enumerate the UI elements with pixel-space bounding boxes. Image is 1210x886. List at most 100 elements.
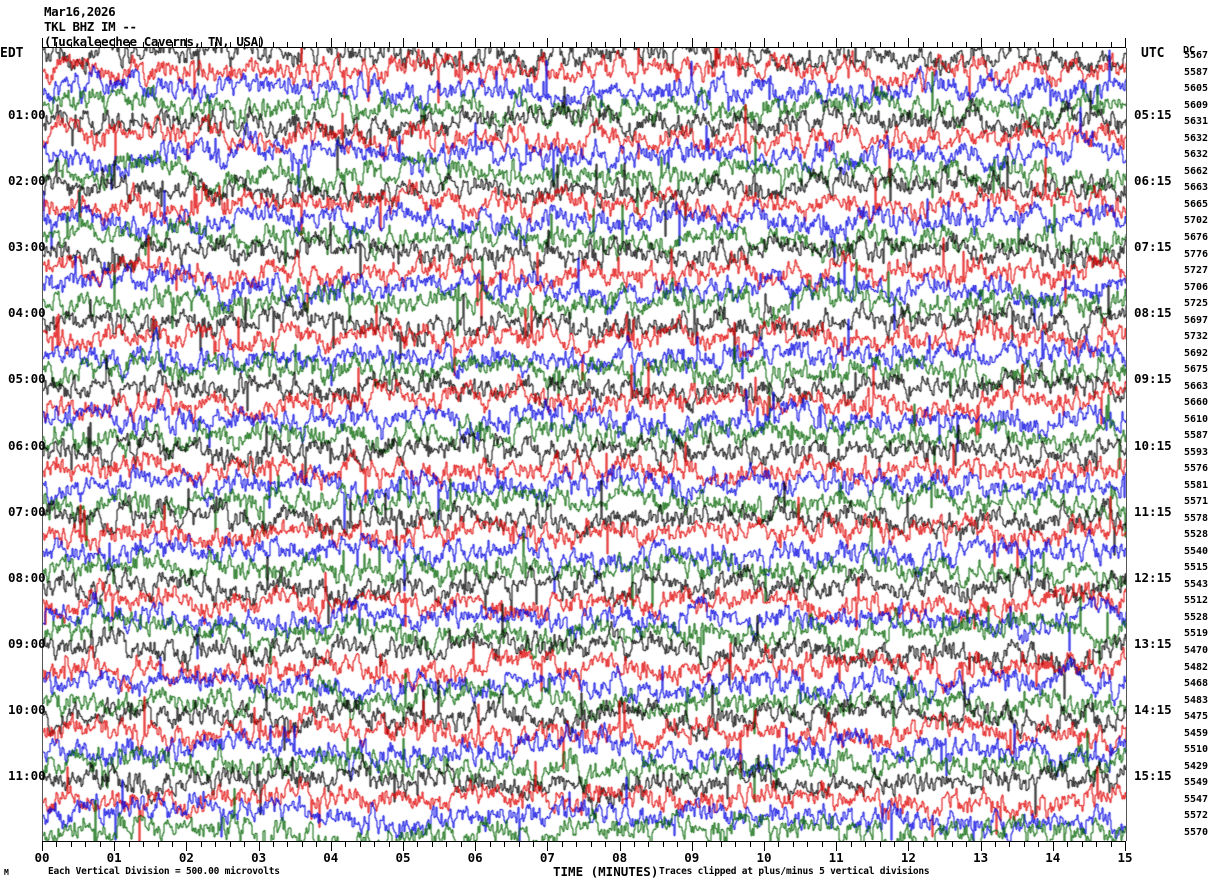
dc-value: 5776 bbox=[1184, 248, 1209, 260]
right-time-label-10-15: 10:15 bbox=[1134, 437, 1172, 453]
axis-tick bbox=[692, 38, 693, 47]
axis-tick bbox=[764, 38, 765, 47]
dc-value: 5675 bbox=[1184, 364, 1209, 376]
header-date: Mar16,2026 bbox=[44, 4, 116, 19]
header-site: (Tuckaleechee Caverns, TN, USA) bbox=[44, 34, 265, 49]
dc-value: 5429 bbox=[1184, 760, 1209, 772]
axis-tick bbox=[822, 842, 823, 847]
header-channel: TKL BHZ IM -- bbox=[44, 19, 137, 34]
axis-tick bbox=[432, 42, 433, 47]
dc-value: 5475 bbox=[1184, 711, 1209, 723]
x-tick-label-15: 15 bbox=[1117, 850, 1133, 865]
axis-tick bbox=[721, 42, 722, 47]
right-time-label-14-15: 14:15 bbox=[1134, 701, 1172, 717]
axis-tick bbox=[677, 42, 678, 47]
dc-value: 5470 bbox=[1184, 645, 1209, 656]
axis-tick bbox=[360, 42, 361, 47]
axis-tick bbox=[995, 842, 996, 847]
axis-tick bbox=[403, 38, 404, 47]
axis-tick bbox=[100, 42, 101, 47]
axis-tick bbox=[865, 42, 866, 47]
right-time-label-06-15: 06:15 bbox=[1134, 173, 1172, 189]
axis-tick bbox=[42, 38, 43, 47]
corner-marker: M bbox=[4, 868, 9, 877]
left-timezone-label: EDT bbox=[0, 46, 24, 61]
axis-tick bbox=[374, 842, 375, 847]
axis-tick bbox=[1096, 42, 1097, 47]
axis-tick bbox=[143, 842, 144, 847]
axis-tick bbox=[360, 842, 361, 847]
left-time-label-02-00: 02:00 bbox=[8, 173, 46, 189]
right-time-label-12-15: 12:15 bbox=[1134, 569, 1172, 585]
axis-tick bbox=[504, 842, 505, 847]
axis-tick bbox=[201, 842, 202, 847]
axis-tick bbox=[186, 842, 187, 851]
axis-tick bbox=[880, 42, 881, 47]
dc-value: 5632 bbox=[1184, 132, 1209, 144]
axis-tick bbox=[1111, 42, 1112, 47]
axis-tick bbox=[158, 42, 159, 47]
axis-tick bbox=[692, 842, 693, 851]
left-time-label-10-00: 10:00 bbox=[8, 701, 46, 717]
axis-tick bbox=[706, 42, 707, 47]
left-time-label-06-00: 06:00 bbox=[8, 437, 46, 453]
dc-value: 5663 bbox=[1184, 380, 1209, 392]
left-time-label-05-00: 05:00 bbox=[8, 371, 46, 387]
dc-value: 5549 bbox=[1184, 777, 1209, 789]
axis-tick bbox=[1024, 42, 1025, 47]
dc-value: 5576 bbox=[1184, 463, 1209, 475]
helicorder-plot[interactable] bbox=[42, 48, 1127, 841]
axis-tick bbox=[981, 842, 982, 851]
axis-tick bbox=[533, 842, 534, 847]
axis-tick bbox=[519, 42, 520, 47]
axis-tick bbox=[735, 42, 736, 47]
axis-tick bbox=[345, 842, 346, 847]
axis-tick bbox=[1082, 842, 1083, 847]
axis-tick bbox=[461, 842, 462, 847]
axis-tick bbox=[389, 842, 390, 847]
axis-tick bbox=[230, 42, 231, 47]
axis-tick bbox=[908, 842, 909, 851]
axis-tick bbox=[620, 38, 621, 47]
axis-tick bbox=[302, 42, 303, 47]
seismogram-traces bbox=[43, 48, 1126, 841]
axis-tick bbox=[345, 42, 346, 47]
dc-value: 5665 bbox=[1184, 198, 1209, 210]
axis-tick bbox=[807, 42, 808, 47]
dc-value: 5578 bbox=[1184, 512, 1209, 524]
axis-tick bbox=[1038, 842, 1039, 847]
plot-top-axis-line bbox=[42, 47, 1126, 48]
dc-value: 5593 bbox=[1184, 446, 1209, 458]
dc-value: 5632 bbox=[1184, 149, 1209, 161]
dc-value: 5512 bbox=[1184, 595, 1209, 607]
x-tick-label-00: 00 bbox=[34, 850, 50, 865]
axis-tick bbox=[389, 42, 390, 47]
axis-tick bbox=[677, 842, 678, 847]
axis-tick bbox=[750, 842, 751, 847]
axis-tick bbox=[244, 842, 245, 847]
left-time-label-07-00: 07:00 bbox=[8, 503, 46, 519]
axis-tick bbox=[966, 42, 967, 47]
axis-tick bbox=[851, 42, 852, 47]
axis-tick bbox=[475, 842, 476, 851]
axis-tick bbox=[533, 42, 534, 47]
axis-tick bbox=[605, 842, 606, 847]
axis-tick bbox=[562, 842, 563, 847]
left-time-label-09-00: 09:00 bbox=[8, 635, 46, 651]
axis-tick bbox=[1038, 42, 1039, 47]
x-tick-label-07: 07 bbox=[539, 850, 555, 865]
right-time-label-13-15: 13:15 bbox=[1134, 635, 1172, 651]
axis-tick bbox=[966, 842, 967, 847]
axis-tick bbox=[591, 42, 592, 47]
axis-tick bbox=[129, 842, 130, 847]
axis-tick bbox=[908, 38, 909, 47]
x-tick-label-13: 13 bbox=[973, 850, 989, 865]
x-tick-label-02: 02 bbox=[178, 850, 194, 865]
axis-tick bbox=[952, 842, 953, 847]
axis-tick bbox=[490, 842, 491, 847]
bottom-axis-ticks bbox=[42, 842, 1126, 851]
dc-value: 5706 bbox=[1184, 281, 1209, 293]
axis-tick bbox=[605, 42, 606, 47]
axis-tick bbox=[85, 42, 86, 47]
axis-tick bbox=[807, 842, 808, 847]
